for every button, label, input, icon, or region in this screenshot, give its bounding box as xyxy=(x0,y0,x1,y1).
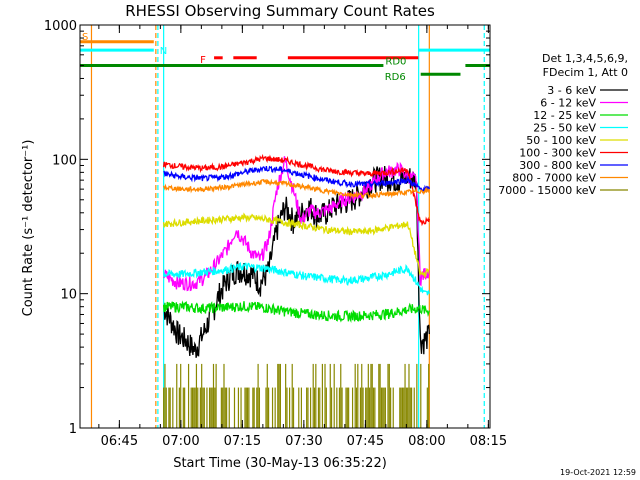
flag-N-label: N xyxy=(160,46,167,57)
x-axis-label: Start Time (30-May-13 06:35:22) xyxy=(173,456,387,471)
legend-header: Det 1,3,4,5,6,9, xyxy=(542,52,628,65)
y-tick-label: 10 xyxy=(60,288,77,303)
series-7 xyxy=(163,178,430,200)
x-tick-label: 08:00 xyxy=(408,434,445,449)
legend-label: 25 - 50 keV xyxy=(533,122,596,135)
flag-bars: S N F RD0 RD6 xyxy=(80,32,490,83)
y-axis-label: Count Rate (s⁻¹ detector⁻¹) xyxy=(21,140,36,317)
legend: Det 1,3,4,5,6,9,FDecim 1, Att 0 3 - 6 keV… xyxy=(498,52,628,197)
legend-label: 300 - 800 keV xyxy=(519,159,596,172)
legend-label: 3 - 6 keV xyxy=(547,84,596,97)
y-tick-label: 100 xyxy=(52,153,77,168)
series-2 xyxy=(162,300,430,324)
y-tick-label: 1000 xyxy=(44,19,77,34)
series-5 xyxy=(162,153,430,227)
x-tick-label: 07:45 xyxy=(347,434,384,449)
x-tick-label: 07:15 xyxy=(224,434,261,449)
legend-label: 50 - 100 keV xyxy=(526,134,596,147)
series-layer xyxy=(162,153,430,428)
flag-F-label: F xyxy=(200,55,206,66)
legend-label: 800 - 7000 keV xyxy=(512,172,596,185)
series-3 xyxy=(163,262,430,296)
axes: 1 10 100 1000 06:45 07:00 07:15 07:30 07:45 08:00… xyxy=(44,19,507,449)
series-6 xyxy=(163,165,430,194)
x-tick-label: 07:00 xyxy=(162,434,199,449)
plot-frame xyxy=(79,24,491,429)
legend-label: 12 - 25 keV xyxy=(533,109,596,122)
legend-header: FDecim 1, Att 0 xyxy=(543,66,628,79)
chart-title: RHESSI Observing Summary Count Rates xyxy=(125,2,435,20)
flag-S-label: S xyxy=(82,32,88,43)
legend-label: 6 - 12 keV xyxy=(540,97,596,110)
timestamp: 19-Oct-2021 12:59 xyxy=(560,468,636,477)
vertical-markers xyxy=(90,25,485,428)
legend-label: 7000 - 15000 keV xyxy=(498,184,596,197)
x-tick-label: 07:30 xyxy=(285,434,322,449)
series-0 xyxy=(163,165,430,358)
x-tick-label: 06:45 xyxy=(101,434,138,449)
y-tick-label: 1 xyxy=(69,422,77,437)
x-tick-label: 08:15 xyxy=(470,434,507,449)
flag-RD0-label: RD0 xyxy=(385,56,406,67)
series-4 xyxy=(162,212,430,279)
legend-label: 100 - 300 keV xyxy=(519,147,596,160)
flag-RD6-label: RD6 xyxy=(385,72,406,83)
series-8 xyxy=(163,363,430,428)
